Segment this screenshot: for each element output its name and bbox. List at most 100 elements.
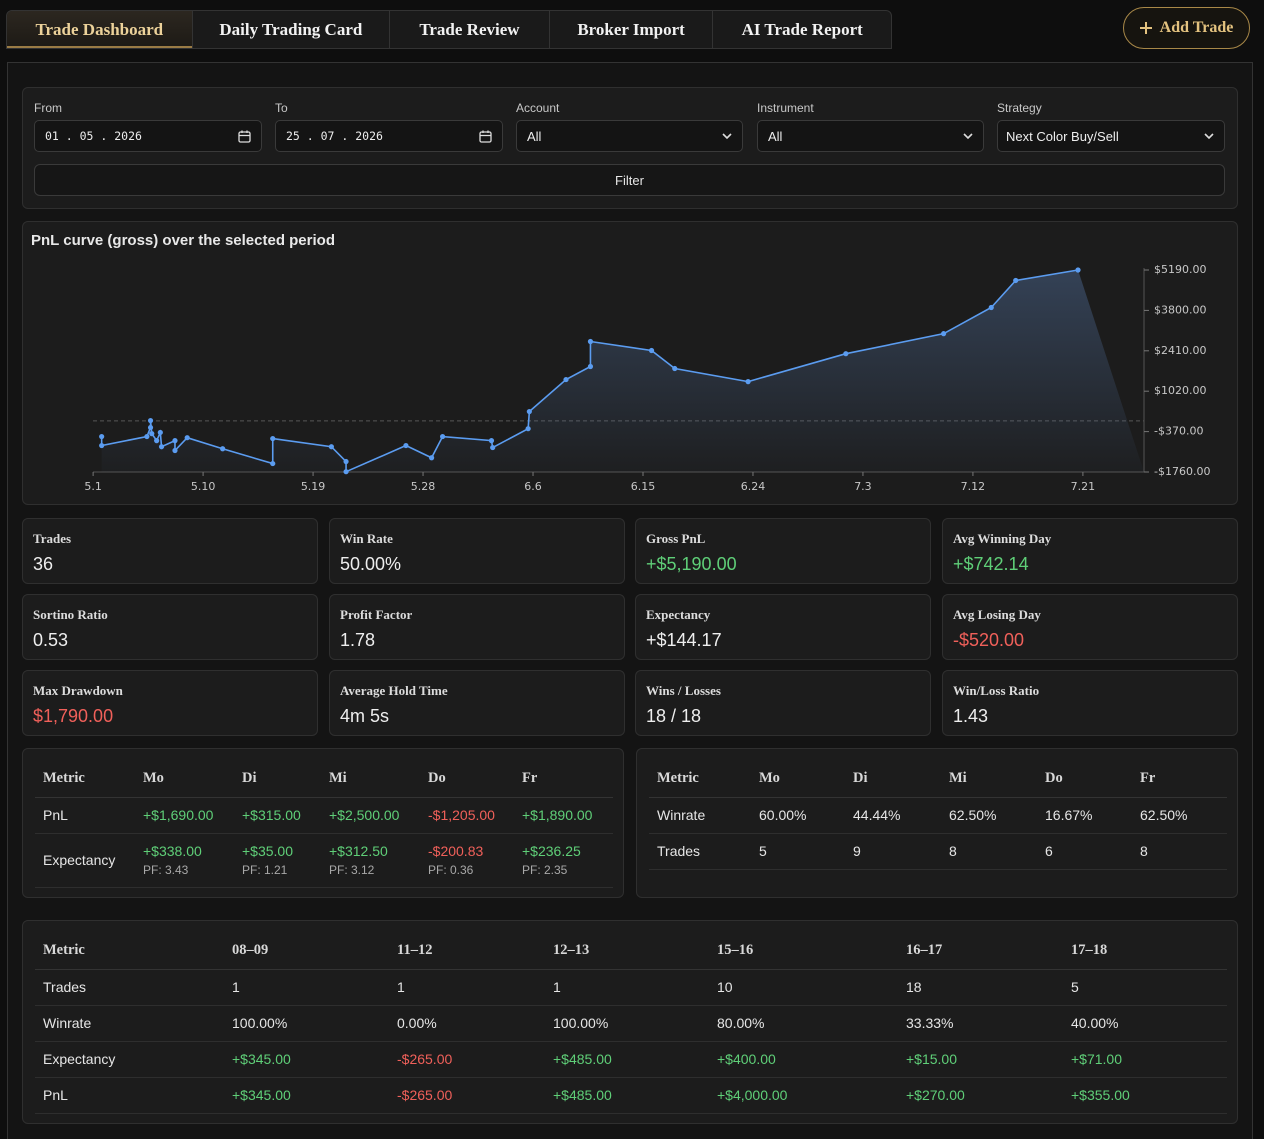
x-tick-label: 6.6	[524, 480, 542, 493]
field-label: Instrument	[757, 101, 814, 115]
table-cell: +$400.00	[709, 1041, 898, 1078]
x-tick-label: 7.3	[854, 480, 872, 493]
select[interactable]: All	[757, 120, 984, 152]
data-point	[428, 455, 435, 461]
table-card: Metric Mo Di Mi Do Fr Winrate 60.00% 44.44% 62.50…	[636, 748, 1238, 898]
date-input[interactable]: 25 . 07 . 2026	[275, 120, 503, 152]
table-row: Winrate 100.00% 0.00% 100.00% 80.00% 33.33% 40…	[35, 1005, 1227, 1042]
table-cell: +$485.00	[545, 1041, 709, 1078]
x-tick-label: 5.10	[191, 480, 216, 493]
cell-note: PF: 0.36	[428, 863, 474, 877]
table-cell: +$315.00	[234, 797, 321, 834]
data-point	[158, 444, 165, 450]
stat-value: -$520.00	[953, 630, 1025, 650]
filter-button[interactable]: Filter	[34, 164, 1225, 196]
data-point	[648, 347, 655, 354]
chevron	[963, 132, 973, 139]
header-row: Metric 08–09 11–12 12–13 15–16 16–17 17–18	[35, 933, 1227, 970]
table-cell: 10	[709, 969, 898, 1006]
table-cell: 8	[1132, 833, 1227, 870]
stat-card: Max Drawdown $1,790.00	[22, 670, 318, 736]
data-point	[270, 435, 276, 442]
add-trade-button[interactable]: Add Trade	[1123, 7, 1250, 49]
table-row: Winrate 60.00% 44.44% 62.50% 16.67% 62.50%	[649, 797, 1227, 834]
tab[interactable]: Trade Review	[390, 11, 550, 48]
tab[interactable]: Trade Dashboard	[7, 11, 193, 48]
data-point	[184, 435, 190, 441]
column-header: 11–12	[389, 933, 545, 970]
data-point	[439, 433, 446, 440]
stat-card: Expectancy +$144.17	[635, 594, 931, 660]
stat-card: Wins / Losses 18 / 18	[635, 670, 931, 736]
chart: PnL curve (gross) over the selected peri…	[31, 232, 1210, 493]
data-point	[1013, 277, 1019, 284]
chevron	[722, 132, 732, 139]
stat-label: Average Hold Time	[340, 683, 448, 698]
table-cell: 62.50%	[941, 797, 1037, 834]
chevron	[1204, 132, 1214, 139]
stat-label: Win Rate	[340, 531, 393, 546]
table-cell: Trades	[649, 833, 751, 870]
stat-label: Sortino Ratio	[33, 607, 108, 622]
tab[interactable]: AI Trade Report	[741, 19, 863, 39]
table-cell: PnL	[35, 1077, 224, 1114]
data-point	[488, 438, 495, 444]
table-cell: 0.00%	[389, 1005, 545, 1042]
x-tick-label: 7.12	[961, 480, 986, 493]
data-point	[672, 365, 678, 372]
y-tick-label: $2410.00	[1154, 344, 1207, 357]
y-tick-label: $5190.00	[1154, 263, 1207, 276]
cell-value: +$338.00	[143, 843, 202, 859]
data-point	[157, 429, 163, 436]
column-header: Mo	[135, 761, 234, 798]
stat-value: 50.00%	[340, 554, 402, 574]
field-label: From	[34, 101, 62, 115]
table-cell: +$338.00 PF: 3.43	[135, 833, 234, 888]
stat-card: Win/Loss Ratio 1.43	[942, 670, 1238, 736]
area-fill	[101, 270, 1145, 472]
table-cell: 80.00%	[709, 1005, 898, 1042]
y-tick-label: -$370.00	[1154, 425, 1203, 438]
table-cell: +$1,690.00	[135, 797, 234, 834]
data-point	[403, 442, 409, 449]
header-row: Metric Mo Di Mi Do Fr	[649, 761, 1227, 798]
data-point	[172, 438, 178, 444]
tab[interactable]: Daily Trading Card	[193, 11, 391, 48]
table-cell: 6	[1037, 833, 1132, 870]
column-header: Mi	[941, 761, 1037, 798]
column-header: Di	[845, 761, 941, 798]
stat-card: Sortino Ratio 0.53	[22, 594, 318, 660]
x-tick-label: 5.1	[84, 480, 102, 493]
column-header: Metric	[35, 933, 224, 970]
data-point	[343, 469, 349, 475]
table-cell: 1	[545, 969, 709, 1006]
stat-label: Expectancy	[646, 607, 711, 622]
stat-value: +$742.14	[953, 554, 1029, 574]
stat-label: Profit Factor	[340, 607, 413, 622]
column-header: Metric	[35, 761, 135, 798]
select[interactable]: All	[516, 120, 743, 152]
chart-card: PnL curve (gross) over the selected peri…	[22, 221, 1238, 505]
table-cell: 100.00%	[224, 1005, 389, 1042]
table-cell: -$200.83 PF: 0.36	[420, 833, 514, 888]
stat-label: Avg Losing Day	[953, 607, 1041, 622]
stat-value: 1.43	[953, 706, 989, 726]
date-input[interactable]: 01 . 05 . 2026	[34, 120, 262, 152]
table-card: Metric 08–09 11–12 12–13 15–16 16–17 17–18 Trad…	[22, 920, 1238, 1124]
table-cell: 8	[941, 833, 1037, 870]
data-point	[154, 438, 160, 444]
data-point	[587, 363, 594, 370]
table-cell: Winrate	[649, 797, 751, 834]
header-row: Metric Mo Di Mi Do Fr	[35, 761, 613, 798]
data-point	[99, 442, 105, 449]
select[interactable]: Next Color Buy/Sell	[997, 120, 1225, 152]
x-tick-label: 6.15	[631, 480, 656, 493]
stat-value: +$144.17	[646, 630, 722, 650]
calendar-icon	[479, 130, 492, 143]
cell-value: +$236.25	[522, 843, 581, 859]
tab[interactable]: Broker Import	[550, 11, 714, 48]
stat-card: Gross PnL +$5,190.00	[635, 518, 931, 584]
column-header: 16–17	[898, 933, 1063, 970]
data-point	[490, 444, 496, 451]
